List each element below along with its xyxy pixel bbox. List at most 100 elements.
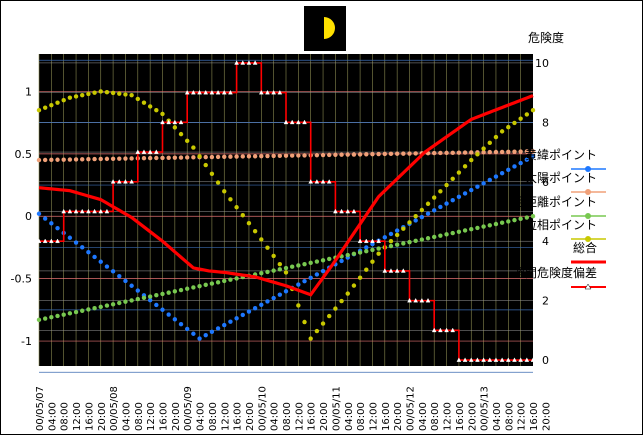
series-marker (55, 225, 60, 231)
series-marker (302, 261, 307, 267)
series-marker (73, 240, 79, 245)
series-marker (234, 205, 239, 210)
series-marker (425, 201, 431, 206)
series-marker (246, 154, 252, 159)
series-marker (499, 357, 505, 362)
series-marker (518, 216, 523, 222)
series-marker (67, 95, 73, 100)
series-marker (475, 225, 480, 231)
series-marker (296, 153, 301, 158)
series-marker (98, 259, 103, 264)
series-marker (401, 226, 406, 231)
series-marker (388, 239, 394, 244)
series-marker (73, 309, 79, 315)
series-marker (524, 157, 530, 162)
series-marker (413, 151, 418, 156)
series-marker (197, 283, 202, 289)
series-marker (302, 153, 307, 158)
series-marker (487, 149, 492, 155)
series-marker (308, 275, 313, 281)
series-marker (61, 157, 66, 162)
series-marker (327, 313, 332, 319)
series-marker (475, 152, 480, 157)
series-marker (55, 157, 60, 162)
series-marker (49, 102, 54, 108)
series-marker (283, 289, 289, 294)
series-marker (197, 154, 202, 159)
series-marker (289, 119, 295, 125)
series-5 (36, 60, 536, 362)
series-marker (283, 119, 289, 125)
series-marker (209, 89, 215, 95)
series-marker (450, 150, 455, 155)
x-tick-label: 08:00 (134, 402, 145, 431)
series-marker (289, 153, 295, 158)
series-marker (462, 357, 468, 362)
x-tick-label: 20:00 (171, 402, 182, 431)
series-marker (246, 221, 252, 226)
x-tick-label: 00/05/10 (257, 386, 268, 431)
series-marker (370, 247, 375, 253)
series-marker (67, 311, 73, 316)
x-tick-label: 20:00 (467, 402, 478, 431)
y2-tick-label: 8 (542, 116, 549, 129)
series-marker (271, 253, 276, 259)
series-marker (178, 287, 184, 293)
series-marker (42, 216, 48, 221)
series-marker (462, 228, 468, 233)
series-marker (240, 154, 245, 159)
series-marker (154, 155, 159, 161)
series-marker (432, 208, 437, 213)
series-marker (438, 150, 443, 156)
series-marker (407, 239, 412, 245)
x-tick-label: 16:00 (84, 402, 95, 431)
y2-tick-label: 10 (535, 57, 549, 70)
series-marker (154, 293, 159, 298)
series-marker (265, 269, 270, 275)
series-marker (259, 153, 264, 159)
x-tick-label: 08:00 (60, 402, 71, 431)
series-marker (240, 213, 245, 218)
x-tick-label: 16:00 (233, 402, 244, 431)
series-marker (110, 156, 116, 161)
series-marker (499, 220, 505, 225)
series-marker (432, 234, 437, 240)
series-marker (252, 305, 258, 311)
x-tick-label: 16:00 (159, 402, 170, 431)
series-marker (289, 264, 295, 269)
series-marker (240, 312, 245, 318)
series-marker (438, 327, 443, 333)
series-marker (203, 282, 208, 288)
series-marker (493, 134, 499, 140)
series-marker (222, 278, 227, 284)
y-tick-label: 0 (25, 210, 32, 223)
x-tick-label: 04:00 (344, 402, 355, 431)
series-marker (67, 157, 73, 162)
series-4 (38, 94, 534, 297)
series-marker (308, 336, 313, 341)
series-marker (320, 179, 326, 184)
series-marker (432, 195, 437, 200)
series-marker (185, 155, 190, 160)
legend-marker (584, 283, 592, 290)
series-marker (116, 179, 122, 184)
series-marker (530, 357, 536, 362)
series-marker (438, 189, 443, 194)
series-marker (370, 151, 375, 157)
series-marker (252, 154, 258, 159)
series-marker (191, 145, 196, 150)
series-marker (123, 278, 128, 284)
series-marker (203, 162, 208, 168)
x-axis-ticks: 00/05/07 04:00 08:00 12:00 16:00 20:00 00/05/0… (35, 386, 552, 431)
series-marker (55, 313, 60, 319)
series-marker (468, 357, 474, 362)
series-marker (110, 269, 116, 274)
series-marker (36, 211, 42, 216)
series-marker (271, 153, 276, 159)
series-marker (462, 191, 468, 196)
series-marker (49, 315, 54, 320)
series-marker (259, 302, 264, 308)
series-marker (413, 238, 418, 244)
series-marker (123, 299, 128, 304)
